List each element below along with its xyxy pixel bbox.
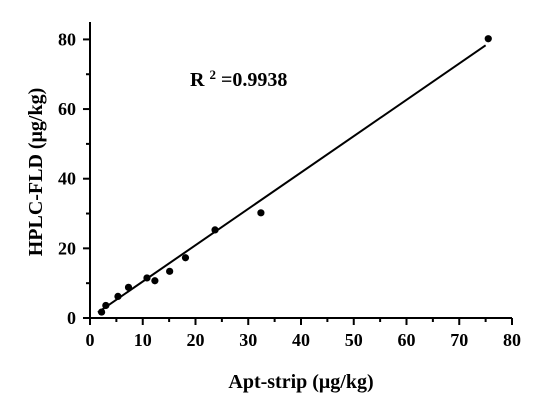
regression-line	[97, 44, 487, 314]
data-point	[98, 308, 106, 316]
y-tick-label: 60	[58, 99, 76, 119]
y-tick-label: 40	[58, 169, 76, 189]
data-point	[257, 209, 265, 217]
x-tick-label: 10	[134, 330, 152, 350]
x-tick-label: 20	[187, 330, 205, 350]
r-squared-superscript: 2	[209, 67, 216, 82]
data-point	[124, 283, 133, 291]
x-tick-label: 40	[292, 330, 310, 350]
data-point	[166, 267, 174, 275]
x-tick-label: 70	[450, 330, 468, 350]
r-squared-base: R	[190, 69, 205, 91]
data-point	[151, 277, 159, 285]
data-point	[143, 274, 151, 282]
data-point	[102, 301, 110, 310]
data-points	[98, 35, 492, 316]
data-point	[114, 292, 122, 301]
x-tick-label: 50	[345, 330, 363, 350]
r-squared-value: =0.9938	[221, 69, 287, 91]
regression-line-group	[97, 44, 487, 314]
data-point	[181, 254, 190, 262]
x-axis-title: Apt-strip (μg/kg)	[228, 371, 373, 393]
y-axis-title: HPLC-FLD (μg/kg)	[25, 88, 47, 257]
data-point	[484, 35, 492, 43]
x-tick-label: 30	[239, 330, 257, 350]
data-point	[211, 226, 219, 234]
x-tick-label: 0	[86, 330, 95, 350]
x-tick-label: 80	[503, 330, 521, 350]
y-tick-label: 20	[58, 238, 76, 258]
r-squared-annotation: R 2 =0.9938	[190, 67, 287, 92]
y-tick-label: 80	[58, 29, 76, 49]
y-tick-label: 0	[67, 308, 76, 328]
axis-ticks: 0 10 20 30 40 50 60 70 80 0 20 40 60 80	[58, 29, 521, 350]
x-tick-label: 60	[398, 330, 416, 350]
